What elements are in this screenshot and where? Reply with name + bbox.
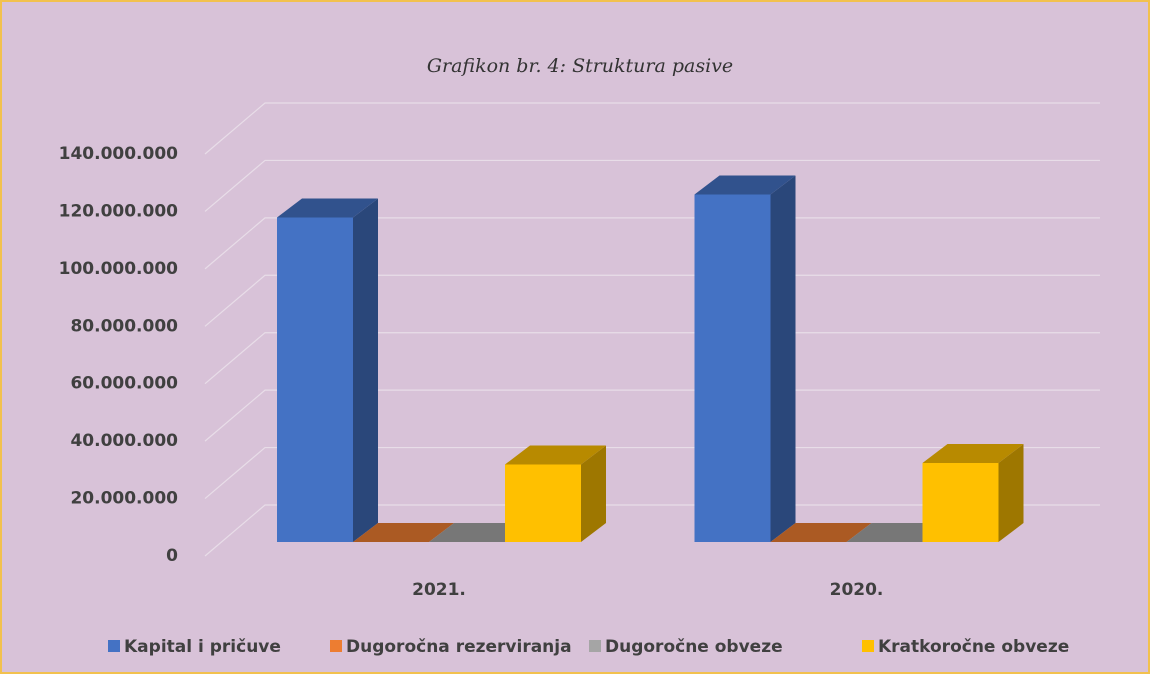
bar (505, 445, 606, 542)
legend-swatch (108, 640, 120, 652)
bar-top (694, 175, 796, 195)
grid-line (204, 446, 1100, 500)
bar-top (429, 523, 530, 542)
y-tick-label: 120.000.000 (59, 201, 179, 221)
bar (694, 175, 796, 543)
bar-front (277, 217, 353, 542)
legend-label: Dugoročna rezerviranja (346, 637, 572, 657)
y-tick-label: 20.000.000 (70, 489, 178, 509)
y-tick-label: 140.000.000 (59, 144, 179, 164)
legend-label: Kapital i pričuve (124, 637, 281, 657)
legend-swatch (330, 640, 342, 652)
bar-top (770, 523, 872, 542)
grid-line (204, 274, 1100, 327)
bar (429, 523, 530, 542)
grid-line (204, 217, 1100, 270)
bar-front (922, 463, 999, 542)
y-tick-label: 80.000.000 (70, 316, 178, 336)
legend-label: Dugoročne obveze (605, 637, 783, 657)
bar (277, 198, 378, 542)
bar-top (277, 198, 378, 218)
y-tick-label: 60.000.000 (70, 374, 178, 394)
bar (353, 523, 454, 542)
bar-side (998, 444, 1024, 542)
bar-top (922, 444, 1024, 464)
y-tick-label: 40.000.000 (70, 431, 178, 451)
chart-title: Grafikon br. 4: Struktura pasive (427, 55, 733, 77)
grid-line (204, 102, 1100, 155)
bar (846, 523, 948, 542)
grid-line (204, 504, 1100, 557)
grid-line (204, 332, 1100, 385)
bar-top (505, 445, 606, 465)
bar (770, 523, 872, 542)
grid-line (204, 159, 1100, 212)
legend-label: Kratkoročne obveze (878, 637, 1069, 657)
y-tick-label: 0 (166, 546, 178, 566)
bar-top (353, 523, 454, 542)
bar-side (581, 445, 606, 542)
bar-front (694, 194, 771, 543)
x-tick-label: 2021. (412, 580, 466, 600)
bar (922, 444, 1024, 542)
bar-side (353, 198, 378, 542)
legend-swatch (589, 640, 601, 652)
y-tick-label: 100.000.000 (59, 259, 179, 279)
legend-swatch (862, 640, 874, 652)
grid-line (204, 389, 1100, 442)
bar-front (505, 464, 581, 542)
bar-side (770, 175, 796, 543)
x-tick-label: 2020. (830, 580, 884, 600)
bar-top (846, 523, 948, 542)
